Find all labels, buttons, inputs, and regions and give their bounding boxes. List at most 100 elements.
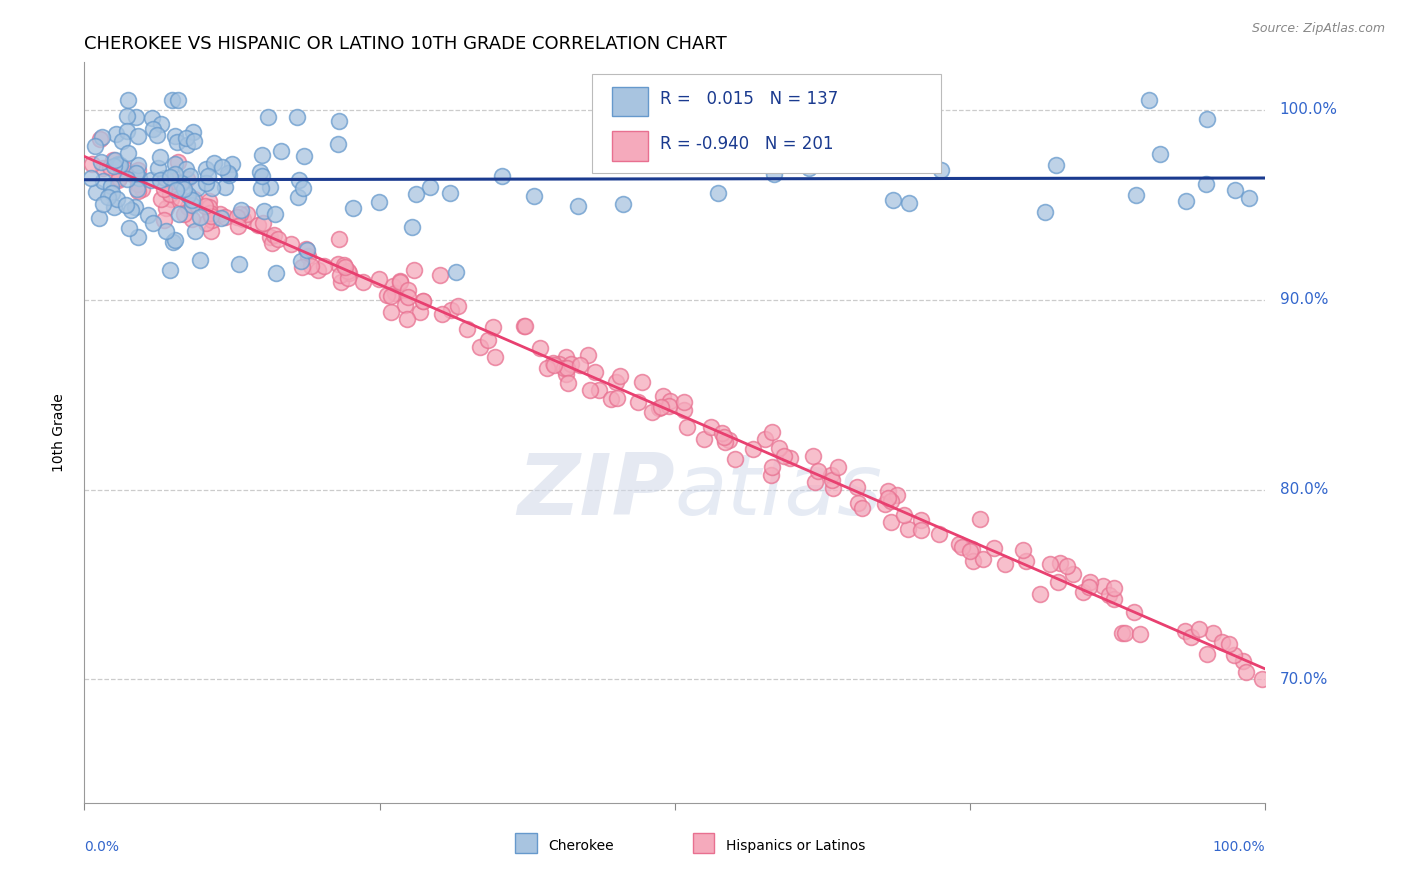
Point xyxy=(952,541,974,555)
Point xyxy=(91,130,114,145)
Point xyxy=(292,149,315,163)
Point xyxy=(110,168,132,182)
Point xyxy=(846,496,869,510)
Point xyxy=(250,148,273,162)
Point xyxy=(759,467,782,482)
Bar xyxy=(693,833,714,853)
Bar xyxy=(516,833,537,853)
Point xyxy=(1077,580,1099,594)
Point xyxy=(198,200,221,214)
Point xyxy=(658,399,681,413)
Point xyxy=(200,209,222,223)
Point xyxy=(165,167,187,181)
Point xyxy=(1123,605,1146,619)
Point xyxy=(600,392,623,407)
Point xyxy=(523,188,546,202)
Point xyxy=(380,305,402,319)
Point xyxy=(127,162,149,177)
Point xyxy=(700,419,723,434)
Point xyxy=(111,164,134,178)
Point xyxy=(402,263,425,277)
Point xyxy=(382,279,405,293)
Point xyxy=(893,508,915,522)
Point xyxy=(583,365,606,379)
Point xyxy=(194,162,217,177)
Point xyxy=(713,429,735,443)
Point xyxy=(125,182,148,196)
Point xyxy=(1251,672,1274,686)
Point xyxy=(194,199,217,213)
Point xyxy=(768,442,790,456)
Point xyxy=(969,512,991,526)
Point xyxy=(176,201,198,215)
Point xyxy=(297,249,319,263)
Point xyxy=(250,169,273,184)
Point xyxy=(328,232,350,246)
Point xyxy=(295,243,318,257)
Point xyxy=(880,493,903,508)
Point xyxy=(513,318,536,333)
Point xyxy=(90,155,112,169)
Point xyxy=(232,211,254,226)
Point xyxy=(84,139,107,153)
Point xyxy=(886,488,908,502)
Point xyxy=(328,136,350,151)
Point xyxy=(762,167,785,181)
Point xyxy=(188,252,211,267)
Point xyxy=(388,274,411,288)
Point xyxy=(153,182,176,196)
Point xyxy=(209,211,232,226)
Text: 100.0%: 100.0% xyxy=(1213,840,1265,854)
Point xyxy=(194,176,217,190)
Point xyxy=(181,125,204,139)
Point xyxy=(148,161,170,175)
Point xyxy=(588,383,610,397)
Point xyxy=(412,293,434,308)
Text: 90.0%: 90.0% xyxy=(1279,293,1329,307)
Point xyxy=(1195,112,1218,127)
Point xyxy=(972,551,994,566)
Point xyxy=(931,163,953,178)
Point xyxy=(569,358,592,372)
Point xyxy=(128,171,150,186)
Point xyxy=(724,451,747,466)
Point xyxy=(288,172,311,186)
Point xyxy=(773,449,796,463)
Point xyxy=(1195,177,1218,191)
Point xyxy=(214,180,236,194)
Point xyxy=(409,305,432,319)
Point xyxy=(693,432,716,446)
Point xyxy=(173,207,195,221)
Point xyxy=(146,128,169,142)
Point xyxy=(959,544,981,558)
Point xyxy=(368,194,391,209)
Point xyxy=(846,480,869,494)
Point xyxy=(259,229,281,244)
Point xyxy=(165,233,187,247)
Point xyxy=(91,173,114,187)
Point xyxy=(188,210,211,224)
Text: Hispanics or Latinos: Hispanics or Latinos xyxy=(725,838,865,853)
Point xyxy=(107,157,129,171)
Point xyxy=(823,481,845,495)
Text: 0.0%: 0.0% xyxy=(84,840,120,854)
Point xyxy=(375,287,398,301)
Point xyxy=(162,94,184,108)
Point xyxy=(735,138,758,153)
Point xyxy=(609,368,631,383)
Point xyxy=(1202,625,1225,640)
Point xyxy=(1236,665,1258,679)
Point xyxy=(89,132,111,146)
Point xyxy=(142,122,165,136)
Point xyxy=(117,124,139,138)
Point xyxy=(136,208,159,222)
Point xyxy=(107,173,129,187)
Point xyxy=(548,357,571,371)
Point xyxy=(555,361,578,376)
Point xyxy=(851,501,873,516)
Point xyxy=(235,206,257,220)
Point xyxy=(105,192,128,206)
Point xyxy=(897,522,920,536)
Point xyxy=(153,170,176,185)
Point xyxy=(260,236,283,251)
